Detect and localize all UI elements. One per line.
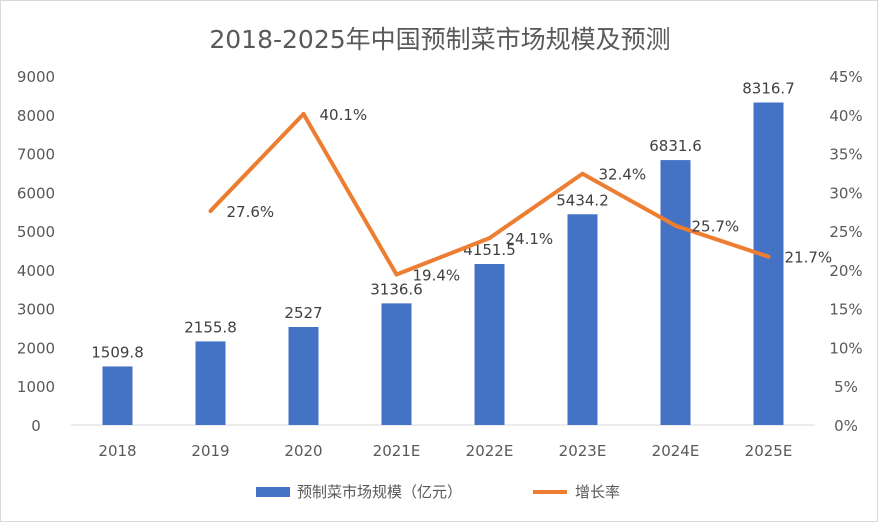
x-tick-label: 2025E — [745, 442, 793, 460]
line-point — [487, 236, 492, 241]
bar-data-label: 3136.6 — [370, 280, 423, 298]
legend-line-label: 增长率 — [575, 483, 620, 501]
y-left-tick-label: 4000 — [17, 262, 55, 280]
x-tick-label: 2021E — [373, 442, 421, 460]
legend: 预制菜市场规模（亿元） 增长率 — [256, 483, 620, 501]
line-point — [301, 112, 306, 117]
bar-data-label: 5434.2 — [556, 191, 609, 209]
line-data-label: 19.4% — [413, 267, 461, 285]
x-tick-label: 2018 — [98, 442, 136, 460]
y-right-tick-label: 40% — [829, 107, 862, 125]
bar — [567, 214, 598, 425]
y-right-tick-label: 15% — [829, 301, 862, 319]
bar — [474, 264, 505, 425]
x-tick-label: 2022E — [466, 442, 514, 460]
y-left-tick-label: 5000 — [17, 223, 55, 241]
y-left-tick-label: 6000 — [17, 184, 55, 202]
bar-data-label: 2527 — [284, 304, 322, 322]
y-right-tick-label: 20% — [829, 262, 862, 280]
x-tick-label: 2019 — [191, 442, 229, 460]
y-left-tick-label: 1000 — [17, 378, 55, 396]
line-point — [580, 171, 585, 176]
y-right-tick-label: 10% — [829, 339, 862, 357]
y-left-tick-label: 9000 — [17, 68, 55, 86]
line-data-label: 24.1% — [506, 230, 554, 248]
bar — [288, 327, 319, 425]
line-point — [394, 272, 399, 277]
x-tick-label: 2020 — [284, 442, 322, 460]
line-data-label: 25.7% — [692, 218, 740, 236]
bar — [195, 341, 226, 425]
y-left-tick-label: 7000 — [17, 146, 55, 164]
y-right-tick-label: 25% — [829, 223, 862, 241]
line-point — [673, 223, 678, 228]
line-data-label: 21.7% — [785, 249, 833, 267]
bar — [660, 160, 691, 425]
line-data-label: 40.1% — [320, 106, 368, 124]
bar-data-label: 4151.5 — [463, 241, 516, 259]
x-tick-label: 2023E — [559, 442, 607, 460]
bar — [753, 102, 784, 425]
bar-data-label: 6831.6 — [649, 137, 702, 155]
y-right-tick-label: 5% — [834, 378, 858, 396]
y-left-tick-label: 0 — [31, 417, 41, 435]
y-left-tick-label: 3000 — [17, 301, 55, 319]
line-point — [766, 254, 771, 259]
y-right-tick-label: 35% — [829, 146, 862, 164]
line-data-label: 32.4% — [599, 166, 647, 184]
y-right-tick-label: 45% — [829, 68, 862, 86]
line-data-label: 27.6% — [227, 203, 275, 221]
legend-bar-label: 预制菜市场规模（亿元） — [297, 483, 462, 501]
bar-data-label: 1509.8 — [91, 343, 144, 361]
y-left-tick-label: 2000 — [17, 339, 55, 357]
bar — [102, 366, 133, 425]
bar — [381, 303, 412, 425]
y-left-tick-label: 8000 — [17, 107, 55, 125]
line-point — [208, 208, 213, 213]
bar-data-label: 2155.8 — [184, 318, 237, 336]
y-right-tick-label: 0% — [834, 417, 858, 435]
legend-bar-swatch — [256, 487, 290, 497]
y-right-tick-label: 30% — [829, 184, 862, 202]
x-tick-label: 2024E — [652, 442, 700, 460]
chart-title: 2018-2025年中国预制菜市场规模及预测 — [209, 25, 670, 54]
bar-data-label: 8316.7 — [742, 79, 795, 97]
